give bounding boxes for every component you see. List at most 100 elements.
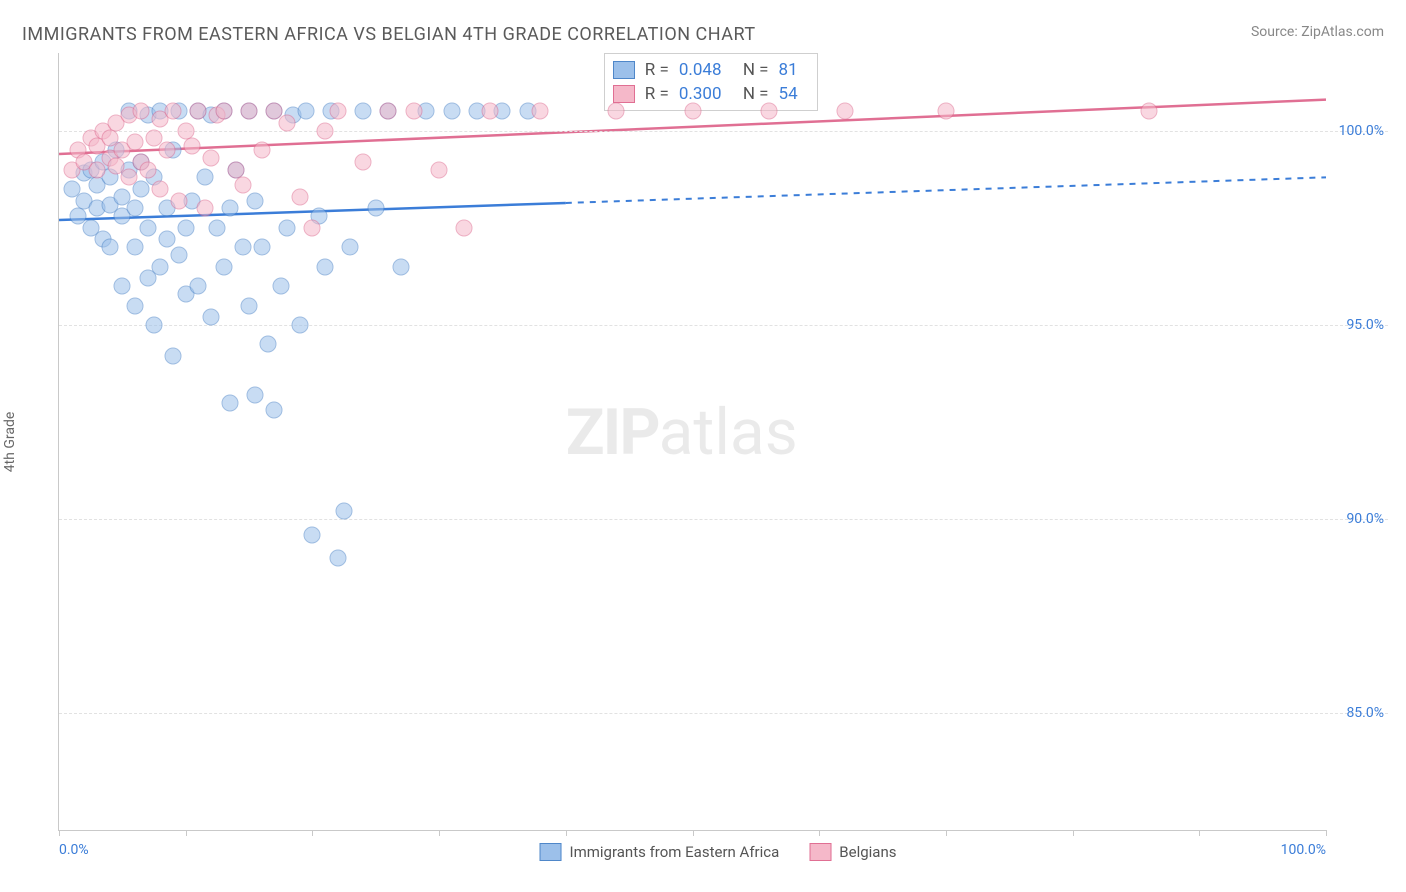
x-tick [946,830,947,836]
data-point [234,177,251,194]
data-point [171,192,188,209]
legend-swatch [809,843,831,861]
data-point [146,316,163,333]
data-point [266,402,283,419]
data-point [152,258,169,275]
data-point [203,309,220,326]
r-value: 0.300 [679,84,733,104]
data-point [329,550,346,567]
data-point [241,103,258,120]
data-point [355,153,372,170]
data-point [393,258,410,275]
data-point [127,239,144,256]
data-point [127,134,144,151]
r-label: R = [645,60,669,80]
scatter-plot: ZIPatlas R =0.048N =81R =0.300N =54 85.0… [58,53,1326,831]
data-point [342,239,359,256]
data-point [247,192,264,209]
y-tick-label: 100.0% [1339,123,1384,139]
data-point [196,169,213,186]
data-point [431,161,448,178]
x-tick [693,830,694,836]
x-tick [59,830,60,836]
legend-row: R = 0.300 N = 54 [613,82,809,106]
data-point [196,200,213,217]
data-point [298,103,315,120]
data-point [304,219,321,236]
bottom-legend-item: Belgians [809,843,896,861]
data-point [380,103,397,120]
data-point [139,219,156,236]
data-point [367,200,384,217]
data-point [260,336,277,353]
data-point [190,278,207,295]
source-attribution: Source: ZipAtlas.com [1251,24,1384,40]
x-tick-label: 0.0% [59,842,89,858]
x-tick [1326,830,1327,836]
legend-label: Immigrants from Eastern Africa [570,843,780,861]
data-point [291,188,308,205]
n-value: 81 [779,60,809,80]
data-point [304,526,321,543]
x-tick [566,830,567,836]
data-point [133,103,150,120]
data-point [760,103,777,120]
data-point [228,161,245,178]
bottom-legend-item: Immigrants from Eastern Africa [540,843,780,861]
chart-title: IMMIGRANTS FROM EASTERN AFRICA VS BELGIA… [22,24,756,45]
data-point [101,239,118,256]
data-point [253,142,270,159]
data-point [127,200,144,217]
data-point [253,239,270,256]
grid-line [59,131,1388,132]
data-point [247,386,264,403]
chart-container: 4th Grade ZIPatlas R =0.048N =81R =0.300… [48,53,1388,831]
data-point [190,103,207,120]
x-tick [1199,830,1200,836]
data-point [215,258,232,275]
data-point [158,231,175,248]
data-point [279,114,296,131]
data-point [203,149,220,166]
data-point [222,200,239,217]
data-point [443,103,460,120]
data-point [937,103,954,120]
data-point [209,219,226,236]
x-tick-label: 100.0% [1281,842,1326,858]
legend-row: R =0.048N =81 [613,58,809,82]
data-point [836,103,853,120]
n-label: N = [743,84,769,104]
data-point [317,258,334,275]
watermark: ZIPatlas [566,395,798,470]
n-value: 54 [779,84,809,104]
data-point [481,103,498,120]
data-point [215,103,232,120]
data-point [329,103,346,120]
legend-swatch [613,61,635,79]
x-tick [439,830,440,836]
grid-line [59,325,1388,326]
data-point [272,278,289,295]
data-point [171,247,188,264]
y-tick-label: 85.0% [1346,705,1384,721]
data-point [177,219,194,236]
data-point [317,122,334,139]
data-point [165,348,182,365]
legend-label: Belgians [839,843,896,861]
data-point [1140,103,1157,120]
x-tick [1073,830,1074,836]
r-label: R = [645,84,669,104]
y-tick-label: 95.0% [1346,317,1384,333]
grid-line [59,519,1388,520]
data-point [456,219,473,236]
data-point [177,122,194,139]
y-tick-label: 90.0% [1346,511,1384,527]
data-point [114,278,131,295]
data-point [336,503,353,520]
n-label: N = [743,60,769,80]
x-tick [186,830,187,836]
data-point [165,103,182,120]
data-point [127,297,144,314]
data-point [222,394,239,411]
data-point [152,180,169,197]
